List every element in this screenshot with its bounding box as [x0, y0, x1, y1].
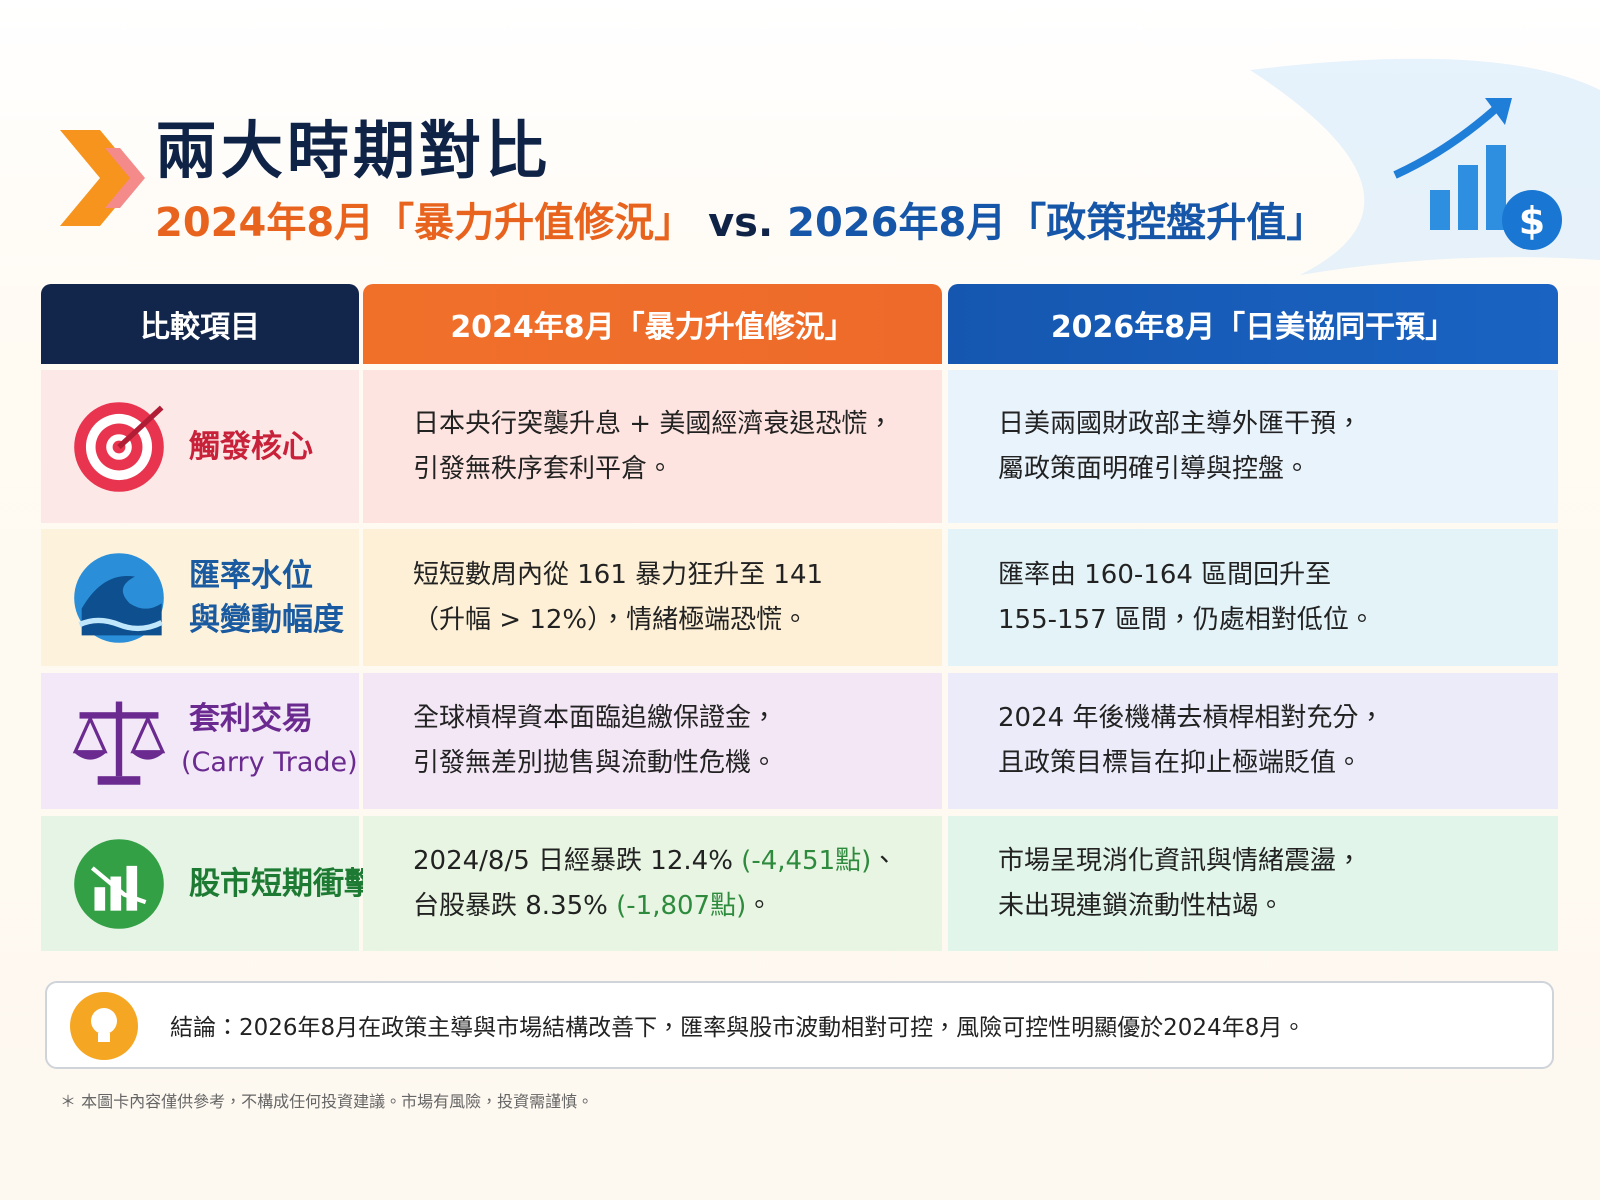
subtitle-2026: 2026年8月「政策控盤升值」: [787, 200, 1327, 246]
text-segment: （升幅 > 12%），情緒極端恐慌。: [413, 604, 809, 635]
highlight-text: (-4,451點): [741, 845, 872, 876]
text-segment: 日本央行突襲升息 + 美國經濟衰退恐慌，: [413, 408, 894, 439]
text-line: 全球槓桿資本面臨追繳保證金，: [413, 696, 777, 741]
cell-left: 全球槓桿資本面臨追繳保證金， 引發無差別拋售與流動性危機。: [363, 673, 942, 809]
icon: [74, 401, 164, 492]
text-segment: 且政策目標旨在抑止極端貶值。: [998, 748, 1363, 778]
text-segment: 2024 年後機構去槓桿相對充分，: [998, 703, 1385, 733]
text-line: 屬政策面明確引導與控盤。: [998, 447, 1310, 492]
text-segment: 市場呈現消化資訊與情緒震盪，: [998, 845, 1363, 876]
column-header: 2024年8月「暴力升值修況」: [363, 284, 942, 364]
row-label: 套利交易 (Carry Trade): [181, 697, 358, 785]
text-line: 台股暴跌 8.35% (-1,807點)。: [413, 884, 772, 929]
text-line: 短短數周內從 161 暴力狂升至 141: [413, 553, 823, 598]
subtitle-2024: 2024年8月「暴力升值修況」: [155, 200, 695, 246]
chevron: [60, 130, 140, 226]
text-line: 引發無秩序套利平倉。: [413, 447, 673, 492]
text-line: 引發無差別拋售與流動性危機。: [413, 741, 777, 786]
conclusion-box: [45, 981, 1554, 1069]
text-line: 2024 年後機構去槓桿相對充分，: [998, 696, 1384, 741]
arrow: [1393, 102, 1503, 179]
text-segment: 匯率由 160-164 區間回升至: [998, 559, 1332, 590]
column-header: 比較項目: [41, 284, 359, 364]
cell-right: 市場呈現消化資訊與情緒震盪， 未出現連鎖流動性枯竭。: [948, 816, 1558, 951]
text-segment: 台股暴跌 8.35%: [413, 890, 617, 921]
text-segment: 全球槓桿資本面臨追繳保證金，: [413, 703, 778, 733]
subtitle-vs: vs.: [708, 200, 774, 246]
bar-icon: [1430, 190, 1450, 230]
text-line: 日美兩國財政部主導外匯干預，: [998, 402, 1362, 447]
text-line: 匯率由 160-164 區間回升至: [998, 553, 1331, 598]
cell-right: 2024 年後機構去槓桿相對充分， 且政策目標旨在抑止極端貶值。: [948, 673, 1558, 809]
text-line: 市場呈現消化資訊與情緒震盪，: [998, 839, 1362, 884]
row-icon: [71, 399, 167, 499]
text-segment: 、: [871, 845, 898, 876]
text-line: （升幅 > 12%），情緒極端恐慌。: [413, 598, 808, 643]
footnote: ＊ 本圖卡內容僅供參考，不構成任何投資建議。市場有風險，投資需謹慎。: [60, 1092, 594, 1111]
cell-left: 日本央行突襲升息 + 美國經濟衰退恐慌， 引發無秩序套利平倉。: [363, 370, 942, 523]
cell-left: 短短數周內從 161 暴力狂升至 141 （升幅 > 12%），情緒極端恐慌。: [363, 529, 942, 666]
row-icon: [71, 693, 167, 793]
row-label-cell: 股市短期衝擊: [41, 816, 375, 951]
text-segment: 未出現連鎖流動性枯竭。: [998, 890, 1285, 921]
header-decor: $: [60, 58, 1600, 275]
row-label-cell: 套利交易 (Carry Trade): [41, 673, 359, 809]
text-segment: 155-157 區間，仍處相對低位。: [998, 604, 1375, 635]
row-label: 觸發核心: [189, 425, 313, 469]
text-segment: 短短數周內從 161 暴力狂升至 141: [413, 559, 824, 590]
text-line: 2024/8/5 日經暴跌 12.4% (-4,451點)、: [413, 839, 897, 884]
text-segment: 。: [746, 890, 773, 921]
row-label-line: (Carry Trade): [181, 747, 358, 778]
row-label-line: 股市短期衝擊: [189, 865, 375, 902]
title: 兩大時期對比: [155, 114, 552, 187]
text-segment: 屬政策面明確引導與控盤。: [998, 453, 1311, 484]
bar-icon: [1458, 165, 1478, 230]
row-label-line: 觸發核心: [189, 428, 313, 465]
icon: [72, 701, 166, 785]
text-line: 未出現連鎖流動性枯竭。: [998, 884, 1284, 929]
cell-left: 2024/8/5 日經暴跌 12.4% (-4,451點)、 台股暴跌 8.35%…: [363, 816, 942, 951]
text-line: 155-157 區間，仍處相對低位。: [998, 598, 1375, 643]
text-line: 且政策目標旨在抑止極端貶值。: [998, 741, 1362, 786]
row-label: 匯率水位 與變動幅度: [189, 554, 344, 642]
row-icon: [71, 550, 167, 650]
icon: [74, 838, 164, 929]
text-segment: 日美兩國財政部主導外匯干預，: [998, 408, 1363, 439]
text-segment: 2024/8/5 日經暴跌 12.4%: [413, 845, 742, 876]
cell-right: 匯率由 160-164 區間回升至 155-157 區間，仍處相對低位。: [948, 529, 1558, 666]
highlight-text: (-1,807點): [616, 890, 747, 921]
text-segment: 引發無差別拋售與流動性危機。: [413, 748, 778, 778]
row-label: 股市短期衝擊: [189, 862, 375, 906]
row-label-cell: 匯率水位 與變動幅度: [41, 529, 359, 666]
row-label-cell: 觸發核心: [41, 370, 359, 523]
bar-icon: [1486, 145, 1506, 230]
text-segment: 引發無秩序套利平倉。: [413, 453, 674, 484]
row-label-line: 與變動幅度: [189, 601, 344, 638]
column-header: 2026年8月「日美協同干預」: [948, 284, 1558, 364]
conclusion-text: 結論：2026年8月在政策主導與市場結構改善下，匯率與股市波動相對可控，風險可控…: [170, 1015, 1306, 1041]
arrow-head: [1485, 98, 1512, 125]
chevron: [105, 148, 145, 208]
subtitle: 2024年8月「暴力升值修況」 vs. 2026年8月「政策控盤升值」: [155, 190, 1326, 248]
bulb-icon: [70, 992, 138, 1060]
row-label-line: 套利交易: [189, 701, 313, 737]
text-line: 日本央行突襲升息 + 美國經濟衰退恐慌，: [413, 402, 893, 447]
row-label-line: 匯率水位: [189, 557, 313, 594]
row-icon: [71, 836, 167, 936]
dollar-sign: $: [1519, 199, 1545, 243]
cell-right: 日美兩國財政部主導外匯干預， 屬政策面明確引導與控盤。: [948, 370, 1558, 523]
icon: [74, 552, 164, 643]
coin: [1502, 190, 1562, 250]
